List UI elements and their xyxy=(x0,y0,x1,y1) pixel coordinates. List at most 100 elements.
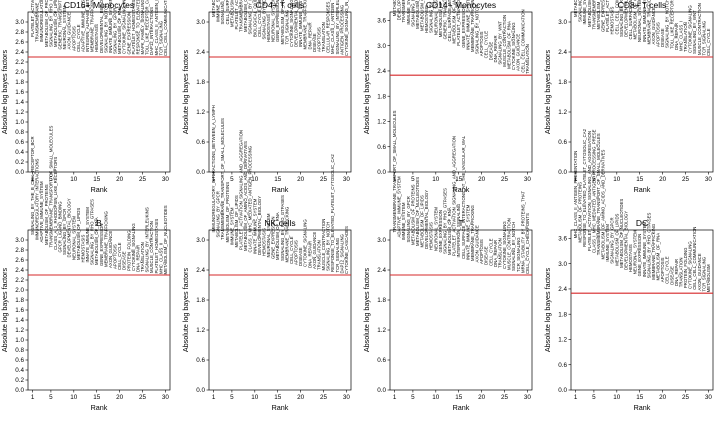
y-tick-label: 2.8 xyxy=(15,247,24,254)
bar-label: MEMBRANE_TRAFFICKING xyxy=(470,204,475,261)
bar-label: DISEASE xyxy=(312,33,317,52)
bar-label: SIGNALING_BY_THE_B_CELL_RECEPTOR_BCR xyxy=(30,136,35,235)
chart-title: CD14+ Monocytes xyxy=(426,0,496,10)
bar-label: DNA_REPAIR xyxy=(493,35,498,62)
bar-label: APOPTOSIS xyxy=(656,22,661,47)
bar-label: TRANSLATION xyxy=(316,240,321,270)
y-tick-label: 0.0 xyxy=(558,387,567,394)
bar-label: CELL_CELL_COMMUNICATION xyxy=(163,0,168,56)
bar-label: CELL_CYCLE xyxy=(76,24,81,52)
x-axis-label: Rank xyxy=(91,185,108,194)
bar-label: APOPTOSIS xyxy=(660,257,665,282)
bar-label: APOPTOSIS xyxy=(316,27,321,52)
y-tick-label: 3.0 xyxy=(196,19,205,26)
bar-label: DAP12_INTERACTIONS xyxy=(149,7,154,55)
y-tick-label: 0.6 xyxy=(377,357,386,364)
y-tick-label: 1.8 xyxy=(196,79,205,86)
x-tick-label: 25 xyxy=(501,394,509,401)
bar-label: APOPTOSIS xyxy=(71,26,76,51)
bar-label: AXON_GUIDANCE xyxy=(67,12,72,49)
bar-label: CYTOKINE_SIGNALING xyxy=(502,221,507,269)
bar-label: MHC_CLASS_I_ANTIGEN xyxy=(330,3,335,54)
bar-label: DNA_REPAIR xyxy=(674,259,679,286)
y-tick-label: 1.4 xyxy=(15,317,24,324)
bar-label: DNA_REPAIR xyxy=(674,23,679,50)
bar-label: HEMOSTASIS xyxy=(261,228,266,256)
bar-label: METABOLISM_OF_AMINO_ACIDS_AND_DERIVATIVE… xyxy=(601,150,606,260)
y-axis-label: Absolute log bayes factors xyxy=(181,49,190,134)
bar-label: CYTOKINE_SIGNALING xyxy=(303,219,308,267)
y-tick-label: 0.0 xyxy=(377,387,386,394)
x-tick-label: 10 xyxy=(432,176,440,183)
bar-label: ADAPTIVE_IMMUNE_SYSTEM xyxy=(39,181,44,243)
y-tick-label: 0.2 xyxy=(15,159,24,166)
bar-label: CELLULAR_RESPONSES_TO_STRESS xyxy=(326,0,331,53)
y-tick-label: 0.6 xyxy=(15,139,24,146)
bar-label: METABOLISM_OF_LIPIDS xyxy=(614,213,619,265)
bar-label: TCR_SIGNALING xyxy=(701,20,706,55)
bar-label: DEVELOPMENTAL_BIOLOGY xyxy=(623,0,628,37)
bar-label: METABOLISM_OF_NUCLEOTIDES xyxy=(420,0,425,31)
bar-label: TCR_SIGNALING xyxy=(516,237,521,272)
bar-label: TCR_SIGNALING xyxy=(284,9,289,44)
bar-label: PLATELET_ACTIVATION_SIGNALING_AND_AGGREG… xyxy=(456,0,461,46)
bar-label: METABOLISM_OF_LIPIDS xyxy=(234,195,239,247)
y-tick-label: 1.2 xyxy=(558,337,567,344)
bar-label: CELL_CYCLE xyxy=(289,236,294,264)
chart-title: B xyxy=(96,218,102,228)
bar-label: TRANSLATION xyxy=(678,257,683,287)
bar-label: INNATE_IMMUNE_SYSTEM xyxy=(108,0,113,53)
bar-label: PLATELET_ACTIVATION_SIGNALING_AND_AGGREG… xyxy=(605,0,610,32)
bar-label: GENE_EXPRESSION xyxy=(99,223,104,266)
bar-label: SIGNALING_BY_RHO_GTPASES xyxy=(280,195,285,261)
y-tick-label: 1.0 xyxy=(15,337,24,344)
bar-label: TRANSMEMBRANE_TRANSPORT_OF_SMALL_MOLECUL… xyxy=(591,0,596,30)
y-tick-label: 0.6 xyxy=(377,144,386,151)
x-tick-label: 25 xyxy=(320,394,328,401)
y-tick-label: 0.8 xyxy=(15,129,24,136)
y-tick-label: 0.0 xyxy=(196,387,205,394)
x-tick-label: 10 xyxy=(613,176,621,183)
chart-panel: CD16+ Monocytes 0.0 0.2 0.4 0.6 0.8 1.0 1.2 1.4 1… xyxy=(0,0,171,194)
bar-label: NEURONAL_SYSTEM xyxy=(71,216,76,260)
bar-label: GENE_EXPRESSION xyxy=(461,5,466,48)
chart-title: T xyxy=(458,218,463,228)
bar-label: RESPONSE_TO_ELEVATED_PLATELET_CYTOSOLIC_… xyxy=(330,154,335,272)
bar-label: DNA_REPAIR xyxy=(307,22,312,49)
bar-label: SIGNALING_BY_WNT xyxy=(692,10,697,54)
y-axis-label: Absolute log bayes factors xyxy=(362,49,371,134)
bar-label: IMMUNE_SYSTEM xyxy=(582,0,587,25)
bar-label: AXON_GUIDANCE xyxy=(475,225,480,262)
y-tick-label: 2.4 xyxy=(15,267,24,274)
bar-label: INNATE_IMMUNE_SYSTEM xyxy=(252,198,257,254)
bar-label: SIGNALING_BY_INTERLEUKINS xyxy=(335,0,340,55)
y-tick-label: 1.2 xyxy=(377,119,386,126)
x-tick-label: 20 xyxy=(478,176,486,183)
x-tick-label: 1 xyxy=(393,176,397,183)
bar-label: AXON_GUIDANCE xyxy=(312,232,317,269)
y-tick-label: 0.6 xyxy=(196,357,205,364)
bar-label: METABOLISM_OF_PROTEINS xyxy=(415,0,420,29)
bar-label: MEMBRANE_TRAFFICKING xyxy=(284,206,289,263)
y-tick-label: 0.6 xyxy=(196,139,205,146)
bar-label: GENE_EXPRESSION xyxy=(126,12,131,55)
y-tick-label: 3.6 xyxy=(377,18,386,25)
bar-label: PLATELET_HOMEOSTASIS xyxy=(154,219,159,274)
x-tick-label: 25 xyxy=(501,176,509,183)
y-tick-label: 0.4 xyxy=(15,149,24,156)
bar-label: NEURONAL_SYSTEM xyxy=(266,213,271,257)
bar-label: CELL_CYCLE xyxy=(488,238,493,266)
bar-label: TRANSMEMBRANE_TRANSPORT_OF_SMALL_MOLECUL… xyxy=(401,0,406,23)
bar-label: INNATE_IMMUNE_SYSTEM xyxy=(85,207,90,263)
x-tick-label: 1 xyxy=(574,176,578,183)
bar-label: HEMOSTASIS xyxy=(610,7,615,35)
bar-label: MUSCLE_CONTRACTION xyxy=(507,218,512,270)
y-tick-label: 2.4 xyxy=(196,49,205,56)
bar-label: DISEASE xyxy=(122,251,127,270)
bar-label: DISEASE xyxy=(669,266,674,285)
y-tick-label: 0.6 xyxy=(15,357,24,364)
chart-panel: B 0.0 0.2 0.4 0.6 0.8 1.0 1.2 1.4 1.6 1.8 2.0 2.2 2.4… xyxy=(0,125,171,412)
bar-label: MUSCLE_CONTRACTION xyxy=(502,15,507,67)
